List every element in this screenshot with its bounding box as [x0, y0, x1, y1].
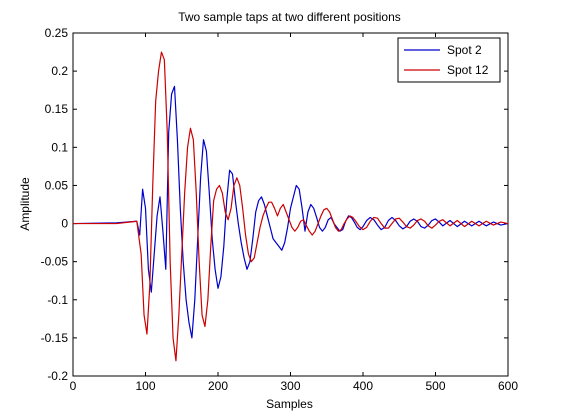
y-tick-label: 0.05	[45, 178, 69, 192]
y-tick-label: 0.15	[45, 102, 69, 116]
x-tick-label: 300	[280, 379, 300, 393]
y-tick-label: -0.2	[47, 369, 68, 383]
x-tick-label: 400	[353, 379, 373, 393]
chart-title: Two sample taps at two different positio…	[178, 10, 401, 24]
x-tick-label: 200	[208, 379, 228, 393]
y-tick-label: 0.2	[51, 64, 68, 78]
legend-box	[397, 37, 501, 83]
y-tick-label: -0.1	[47, 293, 68, 307]
y-tick-label: 0	[61, 217, 68, 231]
legend-label: Spot 2	[447, 43, 482, 57]
y-axis-label: Amplitude	[18, 177, 32, 231]
x-tick-label: 0	[70, 379, 77, 393]
y-tick-label: 0.1	[51, 140, 68, 154]
legend-label: Spot 12	[447, 63, 489, 77]
y-tick-label: -0.05	[41, 255, 69, 269]
y-tick-label: 0.25	[45, 26, 69, 40]
x-tick-label: 600	[498, 379, 518, 393]
series-line-2	[73, 51, 508, 362]
plot-area: 0 100 200 300 400 500 600 -0.2 -0.15 -0.1 -0.05 0 0.…	[41, 26, 519, 393]
series-line-1	[73, 85, 508, 339]
axes-box	[72, 32, 509, 377]
x-tick-label: 500	[425, 379, 445, 393]
y-tick-label: -0.15	[41, 331, 69, 345]
x-tick-label: 100	[135, 379, 155, 393]
x-axis-label: Samples	[266, 397, 313, 411]
